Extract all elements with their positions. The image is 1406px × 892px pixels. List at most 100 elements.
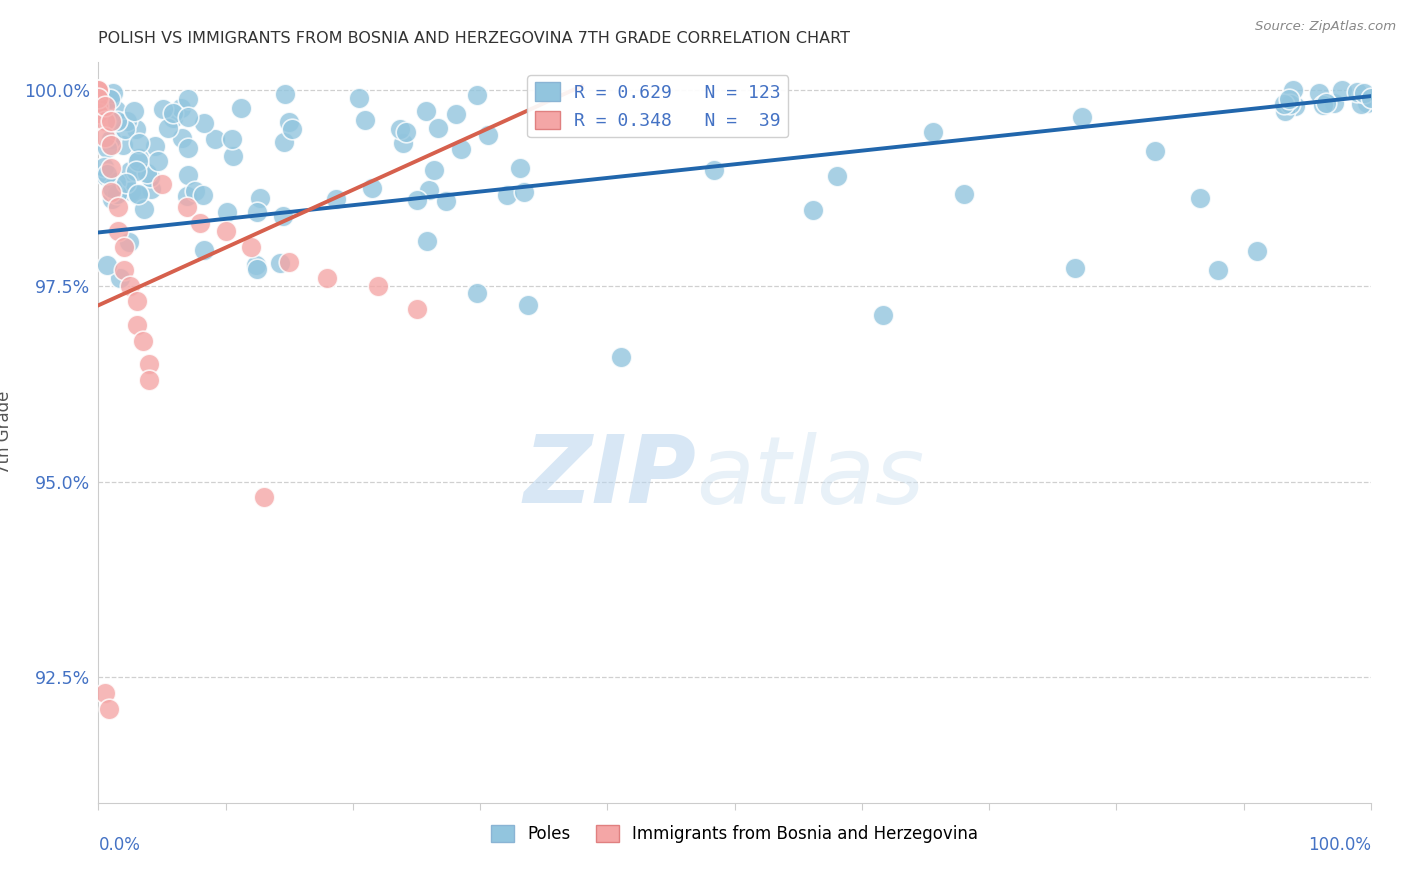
Point	[111, 138, 134, 153]
Point	[1143, 145, 1166, 159]
Point	[1189, 191, 1212, 205]
Point	[477, 128, 499, 142]
Point	[176, 189, 198, 203]
Point	[97, 702, 120, 716]
Text: atlas: atlas	[696, 432, 925, 523]
Point	[101, 192, 124, 206]
Point	[105, 175, 128, 189]
Point	[1278, 96, 1301, 111]
Point	[922, 125, 945, 139]
Point	[1360, 91, 1382, 105]
Point	[125, 164, 148, 178]
Point	[127, 186, 149, 201]
Point	[114, 122, 136, 136]
Point	[96, 167, 118, 181]
Point	[117, 235, 139, 249]
Point	[125, 294, 148, 309]
Point	[127, 188, 149, 202]
Point	[125, 122, 148, 136]
Point	[128, 151, 150, 165]
Point	[367, 278, 389, 293]
Point	[156, 121, 179, 136]
Point	[496, 188, 519, 202]
Point	[450, 142, 472, 156]
Point	[139, 169, 162, 184]
Point	[107, 187, 129, 202]
Point	[101, 181, 124, 195]
Point	[354, 113, 377, 128]
Point	[117, 114, 139, 128]
Point	[1312, 98, 1334, 112]
Point	[273, 135, 295, 149]
Point	[105, 103, 128, 117]
Point	[96, 258, 118, 272]
Point	[100, 132, 122, 146]
Point	[100, 114, 122, 128]
Point	[423, 162, 446, 177]
Point	[229, 101, 252, 115]
Point	[325, 192, 347, 206]
Point	[94, 114, 117, 128]
Point	[97, 90, 120, 104]
Point	[1272, 96, 1295, 111]
Point	[177, 141, 200, 155]
Point	[105, 113, 128, 128]
Text: Source: ZipAtlas.com: Source: ZipAtlas.com	[1256, 20, 1396, 33]
Point	[274, 87, 297, 102]
Point	[1071, 110, 1094, 124]
Point	[114, 176, 136, 190]
Point	[143, 139, 166, 153]
Point	[406, 193, 429, 207]
Point	[87, 106, 110, 120]
Point	[444, 107, 467, 121]
Point	[87, 83, 110, 97]
Point	[1246, 244, 1268, 259]
Point	[271, 209, 294, 223]
Point	[1274, 103, 1296, 118]
Point	[93, 160, 115, 174]
Point	[135, 166, 157, 180]
Point	[1353, 86, 1375, 100]
Point	[188, 216, 211, 230]
Point	[281, 121, 304, 136]
Point	[391, 136, 413, 150]
Point	[246, 205, 269, 219]
Point	[418, 183, 440, 197]
Point	[316, 271, 339, 285]
Point	[87, 83, 110, 97]
Point	[513, 185, 536, 199]
Point	[253, 490, 276, 504]
Point	[138, 357, 160, 371]
Point	[94, 129, 117, 144]
Point	[1315, 95, 1337, 110]
Point	[100, 137, 122, 152]
Point	[152, 103, 174, 117]
Point	[245, 258, 267, 272]
Point	[610, 350, 633, 364]
Point	[801, 203, 824, 218]
Point	[222, 149, 245, 163]
Point	[465, 87, 488, 102]
Point	[112, 263, 135, 277]
Point	[1206, 263, 1229, 277]
Point	[112, 239, 135, 253]
Point	[120, 184, 142, 198]
Point	[953, 187, 976, 202]
Point	[1346, 85, 1368, 99]
Text: POLISH VS IMMIGRANTS FROM BOSNIA AND HERZEGOVINA 7TH GRADE CORRELATION CHART: POLISH VS IMMIGRANTS FROM BOSNIA AND HER…	[98, 31, 851, 46]
Point	[132, 334, 155, 348]
Point	[114, 182, 136, 196]
Point	[214, 224, 236, 238]
Point	[1350, 97, 1372, 112]
Text: ZIP: ZIP	[523, 431, 696, 523]
Point	[361, 181, 384, 195]
Point	[87, 91, 110, 105]
Point	[172, 130, 194, 145]
Point	[193, 116, 215, 130]
Point	[395, 125, 418, 139]
Point	[269, 256, 291, 270]
Text: 0.0%: 0.0%	[98, 836, 141, 855]
Point	[94, 686, 117, 700]
Point	[349, 91, 371, 105]
Point	[96, 169, 118, 184]
